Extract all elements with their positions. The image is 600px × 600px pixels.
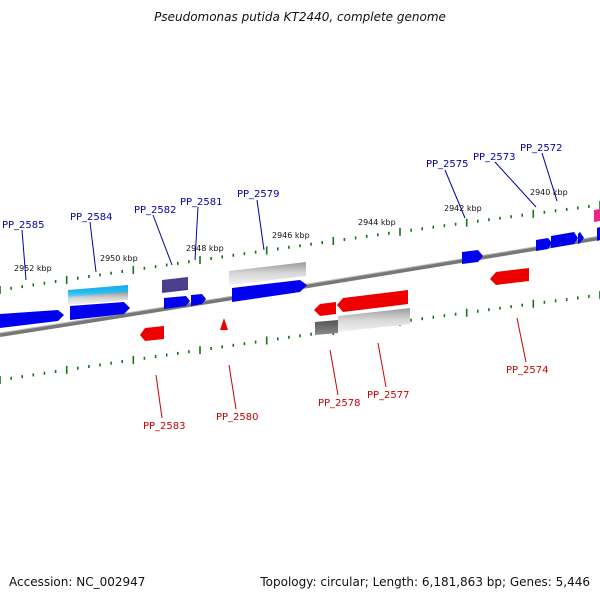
feature-misc-purple[interactable] [162,277,188,293]
forward-gene-labels [21,152,558,281]
kbp-label: 2940 kbp [530,188,568,197]
leader-line [228,364,237,410]
gene-label-pp2574[interactable]: PP_2574 [506,365,549,376]
feature-pink[interactable] [594,209,600,222]
gene-arrow-pp2579[interactable] [232,280,307,302]
gene-label-pp2580[interactable]: PP_2580 [216,412,259,423]
gene-arrow-edge[interactable] [597,227,600,241]
leader-line [89,221,97,273]
gene-arrow-pp2575[interactable] [462,250,483,264]
gene-arrow-pp2585[interactable] [0,310,64,328]
feature-darkgray-pp2578[interactable] [315,320,338,335]
kbp-label: 2946 kbp [272,231,310,240]
reverse-gene-labels [155,317,527,419]
gene-arrow-pp2573[interactable] [536,238,552,251]
gene-label-pp2579[interactable]: PP_2579 [237,189,280,200]
forward-strand-genes [0,227,600,328]
kbp-label: 2942 kbp [444,204,482,213]
feature-rna-cyan[interactable] [68,285,128,299]
gene-arrow-pp2574[interactable] [490,268,529,285]
feature-gray-pp2577[interactable] [338,308,410,332]
gene-label-pp2583[interactable]: PP_2583 [143,421,186,432]
leader-line [377,342,387,388]
leader-line [152,214,173,266]
leader-line [329,349,339,396]
leader-line [194,206,199,261]
kbp-label: 2944 kbp [358,218,396,227]
kbp-label: 2952 kbp [14,264,52,273]
leader-line [494,161,537,208]
gene-arrow-pp2577[interactable] [337,290,408,312]
gene-label-pp2578[interactable]: PP_2578 [318,398,361,409]
gene-arrow-pp2580[interactable] [220,318,228,330]
gene-label-pp2575[interactable]: PP_2575 [426,159,469,170]
gene-arrow-pp2572[interactable] [551,232,578,248]
other-features [68,209,600,335]
kbp-label: 2948 kbp [186,244,224,253]
gene-arrow-pp2583[interactable] [140,326,164,341]
kbp-label: 2950 kbp [100,254,138,263]
gene-label-pp2572[interactable]: PP_2572 [520,143,563,154]
gene-label-pp2582[interactable]: PP_2582 [134,205,177,216]
gene-label-pp2584[interactable]: PP_2584 [70,212,113,223]
gene-label-pp2585[interactable]: PP_2585 [2,220,45,231]
gene-arrow-pp2581[interactable] [191,294,206,306]
gene-label-pp2581[interactable]: PP_2581 [180,197,223,208]
outer-scale-ticks [0,201,600,294]
gene-arrow-pp2578[interactable] [314,302,336,316]
leader-line [21,229,27,281]
reverse-strand-genes [140,268,529,341]
leader-line [256,199,265,251]
gene-arrow-pp2584[interactable] [70,302,130,320]
map-title: Pseudomonas putida KT2440, complete geno… [154,10,446,24]
gene-arrow-pp2582[interactable] [164,296,190,309]
genome-summary-text: Topology: circular; Length: 6,181,863 bp… [260,575,590,589]
leader-line [444,169,466,219]
leader-line [541,152,558,202]
leader-line [516,317,527,363]
gene-label-pp2577[interactable]: PP_2577 [367,390,410,401]
feature-gray-pp2584[interactable] [68,292,128,305]
gene-arrow-small[interactable] [578,232,584,244]
leader-line [155,374,163,419]
gene-label-pp2573[interactable]: PP_2573 [473,152,516,163]
feature-gray-pp2579[interactable] [229,262,306,285]
accession-text: Accession: NC_002947 [9,575,146,589]
